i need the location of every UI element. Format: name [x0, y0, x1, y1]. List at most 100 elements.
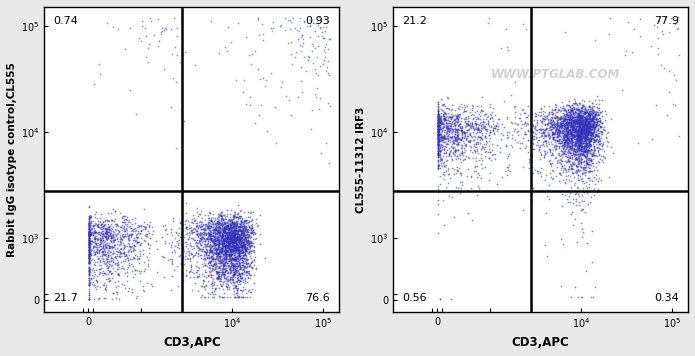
Point [438, 147, 449, 153]
Point [457, 148, 468, 154]
Point [236, 244, 247, 250]
Point [588, 136, 599, 141]
Point [213, 242, 224, 248]
Point [224, 254, 235, 260]
Point [133, 234, 144, 240]
Point [434, 141, 445, 147]
Point [174, 220, 186, 226]
Point [512, 132, 523, 137]
Point [229, 229, 240, 234]
Point [562, 127, 573, 133]
Point [560, 130, 571, 135]
Point [554, 130, 565, 135]
Point [125, 244, 136, 250]
Point [257, 75, 268, 80]
Point [575, 137, 586, 142]
Point [564, 109, 575, 115]
Point [443, 126, 454, 131]
Point [102, 221, 113, 227]
Point [245, 261, 256, 267]
Point [102, 253, 113, 258]
Point [207, 233, 218, 239]
Point [210, 235, 221, 241]
Point [596, 157, 607, 162]
Point [590, 160, 601, 166]
Point [234, 293, 245, 299]
Point [100, 245, 111, 250]
Point [547, 124, 558, 130]
Point [575, 143, 587, 149]
Point [545, 117, 556, 123]
Point [239, 219, 250, 224]
Point [104, 278, 115, 284]
Point [571, 113, 582, 119]
Point [231, 272, 243, 278]
Point [310, 94, 321, 99]
Point [440, 135, 451, 141]
Point [234, 248, 245, 253]
Point [594, 118, 605, 124]
Point [587, 160, 598, 166]
Point [220, 252, 231, 257]
Point [536, 118, 547, 124]
Point [572, 132, 583, 138]
Point [436, 120, 447, 126]
Point [549, 122, 560, 128]
Point [303, 57, 314, 62]
Point [239, 239, 250, 245]
Point [213, 247, 224, 252]
Point [586, 146, 597, 152]
Point [231, 237, 243, 243]
Point [83, 231, 95, 237]
Point [452, 119, 464, 125]
Point [207, 257, 218, 262]
Point [208, 266, 219, 272]
Point [550, 104, 561, 110]
Point [471, 129, 482, 135]
Point [439, 136, 450, 142]
Point [580, 119, 591, 125]
Point [585, 124, 596, 129]
Point [202, 233, 213, 239]
Point [203, 238, 214, 244]
Point [270, 104, 281, 110]
Point [441, 149, 452, 155]
Point [316, 33, 327, 39]
Point [247, 258, 258, 264]
Point [90, 229, 101, 235]
Point [83, 219, 95, 225]
Point [89, 251, 100, 257]
Point [111, 289, 122, 295]
Point [582, 116, 594, 122]
Point [534, 147, 545, 153]
Point [228, 237, 239, 242]
Point [227, 239, 238, 245]
Point [224, 236, 236, 241]
Point [564, 116, 575, 122]
Point [88, 225, 99, 231]
Point [241, 264, 252, 269]
Point [224, 276, 236, 282]
Point [308, 60, 319, 66]
Point [89, 82, 100, 87]
Point [432, 141, 443, 147]
Point [581, 136, 592, 142]
Point [227, 248, 238, 254]
Point [229, 255, 240, 261]
Point [83, 242, 95, 248]
Point [231, 221, 242, 227]
Point [538, 138, 549, 144]
Point [516, 122, 528, 127]
Point [572, 116, 583, 122]
Point [444, 145, 455, 151]
Point [90, 236, 101, 242]
Point [204, 236, 215, 242]
Point [596, 123, 607, 129]
Point [575, 142, 586, 147]
Point [140, 231, 152, 237]
Point [432, 136, 443, 142]
Point [228, 231, 239, 237]
Point [432, 132, 443, 137]
Point [118, 226, 129, 232]
Point [197, 235, 208, 241]
